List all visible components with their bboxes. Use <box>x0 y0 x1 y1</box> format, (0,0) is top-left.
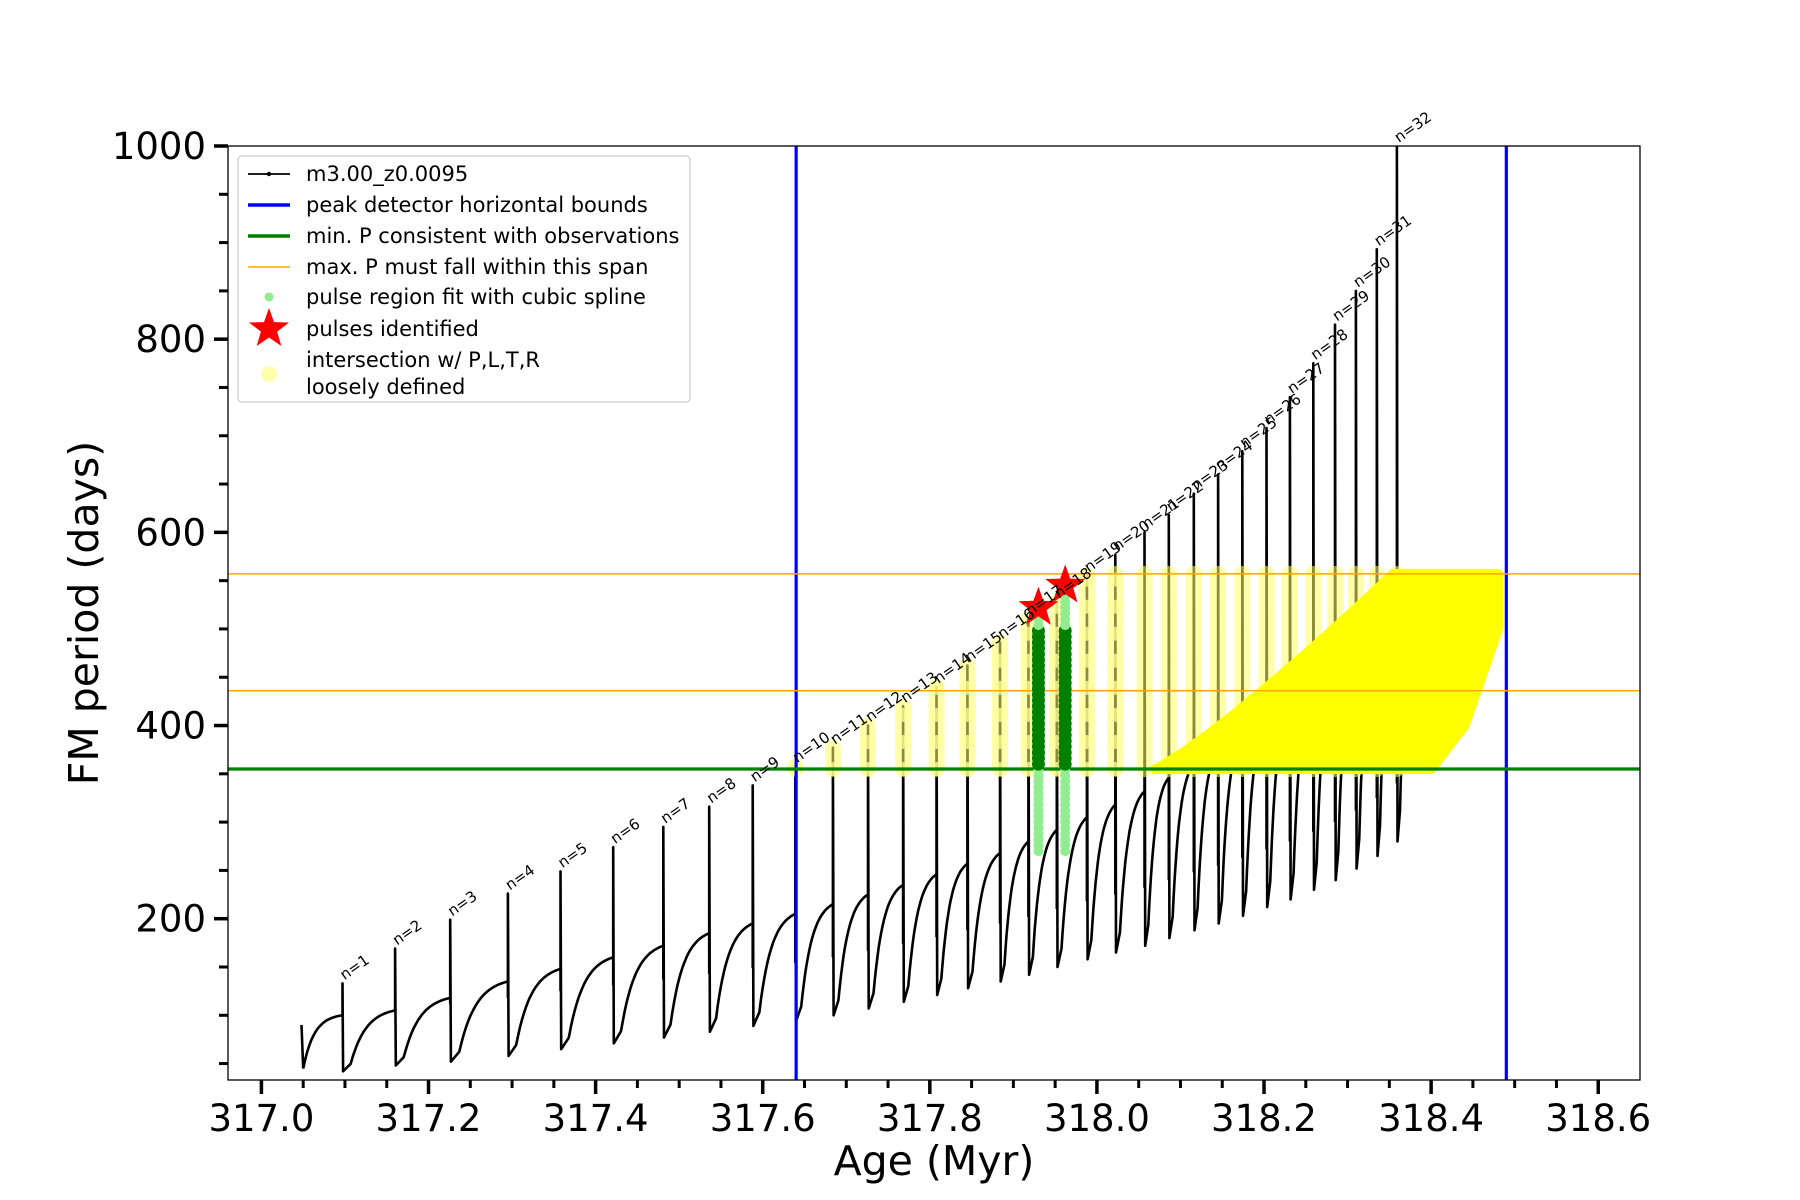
legend-4-handle <box>264 292 274 302</box>
y-tick-label: 200 <box>135 898 206 941</box>
model-curve-pulse-19 <box>1085 574 1117 961</box>
intersection-marker <box>896 734 911 749</box>
intersection-marker <box>960 680 975 695</box>
legend-5-label: pulses identified <box>306 317 479 341</box>
y-tick-label: 1000 <box>112 125 206 168</box>
model-curve-pulse-20 <box>1114 553 1146 954</box>
intersection-marker <box>1021 653 1036 668</box>
y-tick-label: 800 <box>135 318 206 361</box>
intersection-marker <box>1021 734 1036 749</box>
model-curve-pulse-6 <box>611 845 664 1045</box>
intersection-marker <box>1108 734 1123 749</box>
x-tick-label: 317.0 <box>208 1097 314 1140</box>
intersection-marker <box>1079 734 1094 749</box>
intersection-marker <box>1079 680 1094 695</box>
model-curve-pulse-18 <box>1055 600 1088 969</box>
model-curve-pulse-3 <box>448 918 509 1063</box>
y-tick-label: 400 <box>135 705 206 748</box>
x-axis-label: Age (Myr) <box>834 1137 1035 1185</box>
intersection-marker <box>993 680 1008 695</box>
intersection-marker <box>1079 572 1094 587</box>
pulse-star-1 <box>1018 586 1059 625</box>
x-tick-label: 318.0 <box>1044 1097 1150 1140</box>
reference-lines <box>228 146 1640 1080</box>
intersection-marker <box>929 734 944 749</box>
intersection-marker <box>860 734 875 749</box>
pulse-star-2 <box>1045 564 1086 603</box>
model-curve-pulse-11 <box>831 746 869 1017</box>
legend-0-label: m3.00_z0.0095 <box>306 162 468 187</box>
legend-0-marker <box>266 171 272 177</box>
legend-6-label: intersection w/ P,L,T,R <box>306 348 540 372</box>
model-curve-pulse-2 <box>393 947 451 1067</box>
intersection-dense-region <box>1150 568 1503 774</box>
model-curve-pulse-9 <box>751 784 796 1028</box>
intersection-marker <box>960 734 975 749</box>
intersection-marker <box>1108 626 1123 641</box>
intersection-marker <box>993 707 1008 722</box>
pulses-identified <box>1018 564 1086 625</box>
y-axis-ticks: 200 400 600 800 1000 <box>112 125 228 1066</box>
x-tick-label: 318.6 <box>1545 1097 1651 1140</box>
x-tick-label: 318.4 <box>1378 1097 1484 1140</box>
intersection-marker <box>1079 599 1094 614</box>
model-curve-pulse-7 <box>662 825 710 1039</box>
legend-box <box>237 155 691 403</box>
model-curve-pulse-16 <box>998 641 1030 983</box>
legend-1-label: peak detector horizontal bounds <box>306 193 648 217</box>
intersection-marker <box>993 653 1008 668</box>
plot-area <box>228 146 1640 1080</box>
legend-3-label: max. P must fall within this span <box>306 255 648 279</box>
model-curve-pulse-14 <box>935 685 969 997</box>
model-curve-pulse-4 <box>506 892 561 1058</box>
intersection-region <box>787 565 1503 777</box>
intersection-marker <box>1108 680 1123 695</box>
intersection-marker <box>1108 707 1123 722</box>
model-curve-pulse-10 <box>794 764 834 1023</box>
model-curve-pulse-8 <box>707 805 754 1033</box>
intersection-marker <box>960 707 975 722</box>
legend-2-label: min. P consistent with observations <box>306 224 679 248</box>
legend-6-label-line2: loosely defined <box>306 375 465 399</box>
model-curve-pulse-21 <box>1143 531 1170 947</box>
intersection-marker <box>1079 626 1094 641</box>
plot-frame <box>227 145 1641 1081</box>
model-curve-pulse-15 <box>966 664 1001 990</box>
x-tick-label: 317.4 <box>543 1097 649 1140</box>
intersection-marker <box>993 734 1008 749</box>
x-tick-label: 317.6 <box>710 1097 816 1140</box>
model-curve-pulse-12 <box>866 724 904 1010</box>
legend-5-handle <box>249 308 289 346</box>
legend-4-label: pulse region fit with cubic spline <box>306 285 646 309</box>
legend-6-handle <box>261 366 277 382</box>
x-tick-label: 317.2 <box>376 1097 482 1140</box>
model-curve-initial <box>300 1014 343 1069</box>
intersection-marker <box>896 707 911 722</box>
model-curve-pulse-13 <box>901 704 938 1004</box>
x-axis-ticks: 317.0 317.2 317.4 317.6 317.8 318.0 318.2 318.4… <box>208 1080 1651 1140</box>
y-tick-label: 600 <box>135 511 206 554</box>
intersection-marker <box>1079 707 1094 722</box>
intersection-marker <box>1108 599 1123 614</box>
model-curve-pulse-5 <box>559 870 614 1051</box>
intersection-marker <box>1108 572 1123 587</box>
x-tick-label: 317.8 <box>877 1097 983 1140</box>
intersection-marker <box>1079 653 1094 668</box>
y-axis-label: FM period (days) <box>60 441 108 785</box>
x-tick-label: 318.2 <box>1211 1097 1317 1140</box>
spline-fit-points <box>1031 591 1072 857</box>
intersection-marker <box>929 707 944 722</box>
model-curve-pulse-1 <box>341 982 396 1073</box>
intersection-marker <box>1108 653 1123 668</box>
model-curve-pulse-17 <box>1027 618 1058 976</box>
intersection-marker <box>1021 626 1036 641</box>
intersection-marker <box>1021 707 1036 722</box>
